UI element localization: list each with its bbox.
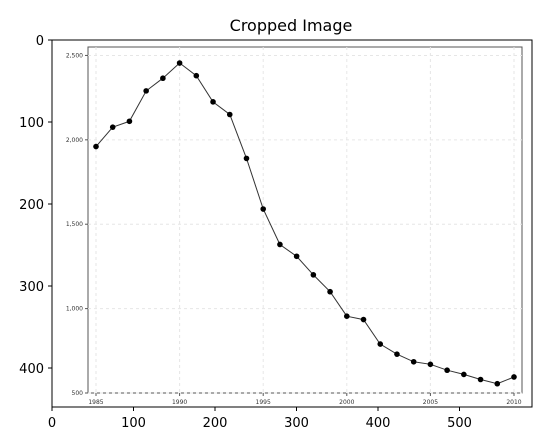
outer-y-tick-label: 0: [36, 34, 44, 49]
data-point: [210, 99, 216, 105]
data-point: [226, 111, 233, 118]
inner-x-tick-label: 2010: [506, 399, 521, 406]
inner-grid: [88, 47, 522, 394]
data-point: [260, 206, 267, 212]
data-point: [277, 241, 283, 248]
data-point: [344, 313, 350, 320]
inner-y-tick-label: 2,500: [66, 52, 83, 59]
inner-x-tick-label: 1985: [88, 399, 103, 406]
series-line: [95, 62, 515, 385]
data-point: [143, 88, 149, 94]
data-point: [126, 118, 133, 125]
data-point: [494, 380, 501, 387]
data-point: [160, 75, 166, 82]
outer-x-tick-label: 400: [366, 416, 391, 431]
figure-title: Cropped Image: [230, 16, 353, 35]
inner-y-tick-label: 500: [72, 390, 84, 397]
inner-x-tick-label: 1990: [172, 399, 187, 406]
outer-y-tick-label: 300: [19, 280, 44, 295]
outer-x-tick-label: 500: [447, 416, 472, 431]
data-point: [310, 272, 317, 278]
data-point: [477, 376, 484, 383]
inner-x-tick-label: 1995: [256, 399, 271, 406]
inner-y-tick-label: 1,000: [66, 306, 83, 313]
data-point: [193, 72, 200, 79]
data-point: [327, 288, 333, 295]
data-point: [377, 341, 384, 347]
outer-ticks: 0 100 200 300 400 500 0 100 200 300 400: [19, 34, 472, 431]
outer-axes-frame: [51, 39, 533, 408]
inner-ticks: 1985 1990 1995 2000 2005 2010 500 1,000 1,500 2,0…: [66, 52, 522, 406]
data-point: [176, 60, 183, 66]
outer-x-tick-label: 300: [284, 416, 309, 431]
data-point: [444, 367, 450, 374]
data-series: [93, 60, 517, 387]
inner-chart: 1985 1990 1995 2000 2005 2010 500 1,000 1,500 2,0…: [66, 46, 523, 406]
data-point: [410, 358, 417, 365]
data-point: [511, 374, 517, 380]
data-point: [109, 124, 116, 130]
data-point: [394, 351, 400, 357]
data-point: [360, 316, 367, 323]
data-point: [243, 155, 250, 162]
data-point: [93, 143, 99, 150]
outer-y-tick-label: 200: [19, 198, 44, 213]
outer-y-tick-label: 400: [19, 362, 44, 377]
inner-x-tick-label: 2000: [339, 399, 354, 406]
inner-plot-frame: [87, 46, 523, 394]
outer-x-tick-label: 200: [203, 416, 228, 431]
outer-y-tick-label: 100: [19, 116, 44, 131]
data-point: [461, 371, 467, 378]
inner-y-tick-label: 1,500: [66, 221, 83, 228]
inner-y-tick-label: 2,000: [66, 137, 83, 144]
data-point: [293, 253, 300, 260]
data-point: [427, 361, 434, 368]
inner-x-tick-label: 2005: [423, 399, 438, 406]
outer-x-tick-label: 0: [48, 416, 56, 431]
outer-x-tick-label: 100: [121, 416, 146, 431]
